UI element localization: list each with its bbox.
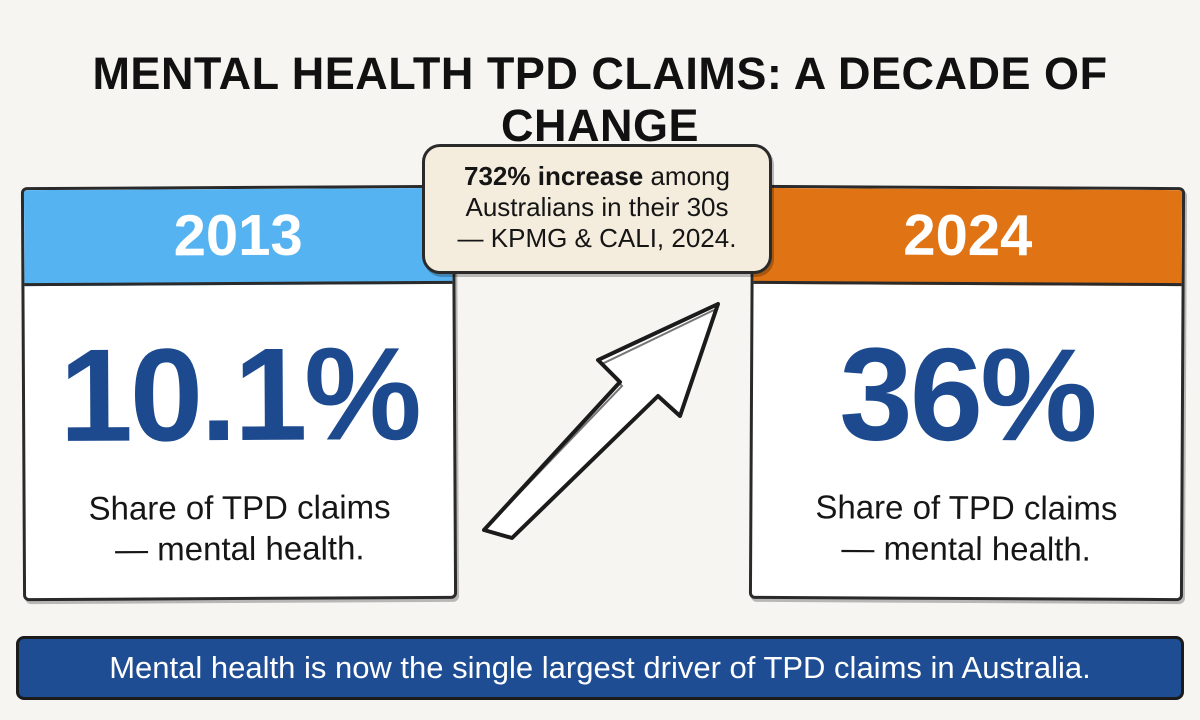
card-year-2024: 2024 [753,187,1183,287]
callout-note: 732% increase among Australians in their… [422,144,772,274]
summary-banner: Mental health is now the single largest … [16,636,1184,700]
card-2024: 2024 36% Share of TPD claims — mental he… [748,184,1186,602]
caption-2024-line2: — mental health. [841,529,1092,568]
caption-2024: Share of TPD claims — mental health. [752,486,1180,571]
caption-2013-line2: — mental health. [114,529,365,568]
caption-2024-line1: Share of TPD claims [815,488,1118,527]
value-2013: 10.1% [58,320,420,469]
summary-banner-text: Mental health is now the single largest … [109,650,1091,685]
callout-line3: — KPMG & CALI, 2024. [457,223,737,254]
card-year-2013: 2013 [23,187,453,287]
page-title: MENTAL HEALTH TPD CLAIMS: A DECADE OF CH… [92,48,1108,151]
up-right-arrow-icon [470,290,730,540]
callout-line1: 732% increase among [425,161,769,192]
callout-bold: 732% increase [464,161,644,191]
card-2013: 2013 10.1% Share of TPD claims — mental … [20,184,458,602]
caption-2013: Share of TPD claims — mental health. [25,486,453,571]
caption-2013-line1: Share of TPD claims [88,488,391,527]
value-2024: 36% [838,320,1095,469]
callout-line1-rest: among [643,161,730,191]
callout-line2: Australians in their 30s [465,192,729,223]
